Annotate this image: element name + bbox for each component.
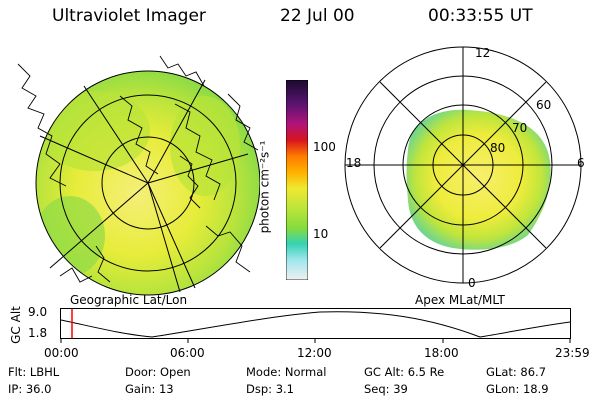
apex-plot-label: Apex MLat/MLT <box>415 293 505 307</box>
seq-field: Seq: 39 <box>364 382 408 396</box>
mlt-label-18: 18 <box>346 156 362 170</box>
observation-date: 22 Jul 00 <box>280 6 355 26</box>
altitude-tick-9: 9.0 <box>28 305 48 319</box>
altitude-curve <box>60 311 571 338</box>
time-tick-2359: 23:59 <box>555 346 590 360</box>
glat-field: GLat: 86.7 <box>486 365 547 379</box>
geographic-map-label: Geographic Lat/Lon <box>70 293 188 307</box>
flt-field: Flt: LBHL <box>8 365 60 379</box>
mlt-label-12: 12 <box>475 46 491 60</box>
mode-field: Mode: Normal <box>246 365 327 379</box>
observation-time: 00:33:55 UT <box>428 6 533 26</box>
colorbar <box>286 80 308 280</box>
colorbar-tick-10: 10 <box>313 227 329 241</box>
glon-field: GLon: 18.9 <box>486 382 549 396</box>
time-tick-0000: 00:00 <box>44 346 79 360</box>
mlat-label-70: 70 <box>512 121 528 135</box>
magnetic-polar-plot <box>344 46 582 284</box>
altitude-tick-1-8: 1.8 <box>28 326 48 340</box>
mlt-label-0: 0 <box>468 276 476 290</box>
geographic-map <box>17 55 260 296</box>
gc-alt-field: GC Alt: 6.5 Re <box>364 365 445 379</box>
door-field: Door: Open <box>125 365 191 379</box>
mlat-label-60: 60 <box>536 98 552 112</box>
dsp-field: Dsp: 3.1 <box>246 382 294 396</box>
instrument-title: Ultraviolet Imager <box>52 6 206 26</box>
time-tick-1200: 12:00 <box>297 346 332 360</box>
gain-field: Gain: 13 <box>125 382 174 396</box>
ip-field: IP: 36.0 <box>8 382 52 396</box>
colorbar-tick-100: 100 <box>313 140 336 154</box>
mlt-label-6: 6 <box>577 156 585 170</box>
altitude-plot <box>60 308 571 343</box>
altitude-axis-label: GC Alt <box>9 306 23 344</box>
colorbar-unit-label: photon cm⁻²s⁻¹ <box>257 140 272 234</box>
time-tick-1800: 18:00 <box>424 346 459 360</box>
mlat-label-80: 80 <box>490 141 506 155</box>
time-tick-0600: 06:00 <box>170 346 205 360</box>
